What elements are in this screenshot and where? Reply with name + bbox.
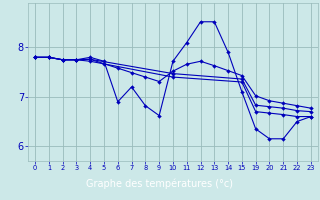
Text: Graphe des températures (°c): Graphe des températures (°c) [86, 178, 234, 189]
